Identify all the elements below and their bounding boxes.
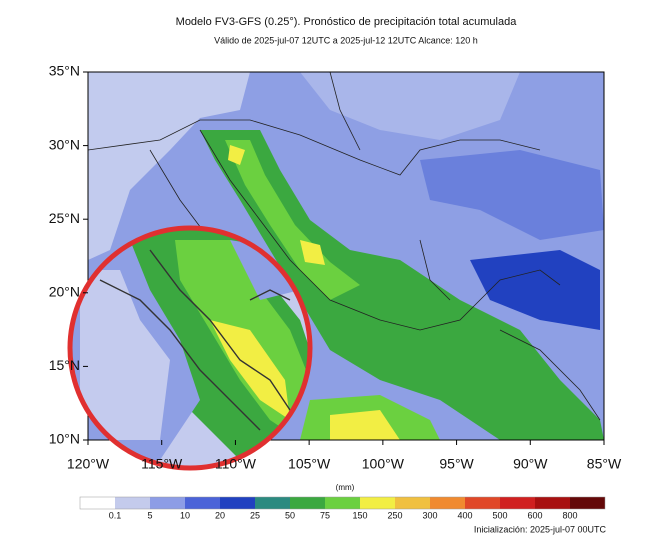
colorbar-box xyxy=(255,497,290,509)
colorbar-label: 50 xyxy=(285,510,295,520)
colorbar-label: 400 xyxy=(457,510,472,520)
lon-label: 115°W xyxy=(141,456,183,472)
colorbar-label: 150 xyxy=(352,510,367,520)
lon-label: 95°W xyxy=(439,456,474,472)
magnifier xyxy=(67,225,313,471)
colorbar-box xyxy=(115,497,150,509)
lon-label: 90°W xyxy=(513,456,548,472)
lon-label: 110°W xyxy=(215,456,257,472)
colorbar: 0.1 5 10 20 25 50 75 150 250 300 400 500 600 800 xyxy=(79,496,606,520)
colorbar-label: 300 xyxy=(422,510,437,520)
colorbar-box xyxy=(80,497,115,509)
colorbar-label: 600 xyxy=(527,510,542,520)
colorbar-label: 0.1 xyxy=(109,510,122,520)
colorbar-box xyxy=(325,497,360,509)
colorbar-label: 800 xyxy=(562,510,577,520)
colorbar-unit: (mm) xyxy=(336,483,355,492)
colorbar-box xyxy=(535,497,570,509)
colorbar-box xyxy=(185,497,220,509)
lat-label: 35°N xyxy=(49,63,80,79)
lat-labels: 35°N 30°N 25°N 20°N 15°N 10°N xyxy=(49,63,88,447)
lat-label: 25°N xyxy=(49,210,80,226)
colorbar-label: 5 xyxy=(147,510,152,520)
title: Modelo FV3-GFS (0.25°). Pronóstico de pr… xyxy=(176,16,518,28)
colorbar-label: 75 xyxy=(320,510,330,520)
lat-label: 30°N xyxy=(49,136,80,152)
colorbar-label: 10 xyxy=(180,510,190,520)
lat-label: 10°N xyxy=(49,431,80,447)
lon-labels: 120°W 115°W 110°W 105°W 100°W 95°W 90°W 85°W xyxy=(67,440,622,472)
colorbar-box xyxy=(360,497,395,509)
colorbar-box xyxy=(500,497,535,509)
colorbar-box xyxy=(150,497,185,509)
colorbar-label: 25 xyxy=(250,510,260,520)
footer: Inicialización: 2025-jul-07 00UTC xyxy=(474,524,607,534)
lat-label: 20°N xyxy=(49,284,80,300)
colorbar-box xyxy=(395,497,430,509)
lat-label: 15°N xyxy=(49,357,80,373)
colorbar-label: 250 xyxy=(387,510,402,520)
colorbar-box xyxy=(290,497,325,509)
colorbar-frame xyxy=(79,496,606,510)
colorbar-box xyxy=(465,497,500,509)
colorbar-box xyxy=(430,497,465,509)
map-frame xyxy=(87,71,605,441)
lon-label: 100°W xyxy=(362,456,405,472)
lon-label: 105°W xyxy=(288,456,331,472)
colorbar-box xyxy=(570,497,605,509)
colorbar-label: 500 xyxy=(492,510,507,520)
lon-label: 120°W xyxy=(67,456,110,472)
subtitle: Válido de 2025-jul-07 12UTC a 2025-jul-1… xyxy=(214,35,478,45)
lon-label: 85°W xyxy=(587,456,622,472)
colorbar-label: 20 xyxy=(215,510,225,520)
colorbar-box xyxy=(220,497,255,509)
